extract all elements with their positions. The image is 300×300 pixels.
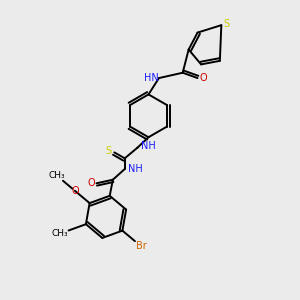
Text: O: O: [71, 186, 79, 196]
Text: O: O: [87, 178, 95, 188]
Text: O: O: [200, 73, 207, 83]
Text: CH₃: CH₃: [52, 229, 68, 238]
Text: NH: NH: [140, 141, 155, 151]
Text: NH: NH: [128, 164, 142, 174]
Text: CH₃: CH₃: [48, 171, 65, 180]
Text: Br: Br: [136, 242, 147, 251]
Text: HN: HN: [144, 73, 159, 83]
Text: S: S: [105, 146, 112, 157]
Text: S: S: [223, 19, 229, 29]
